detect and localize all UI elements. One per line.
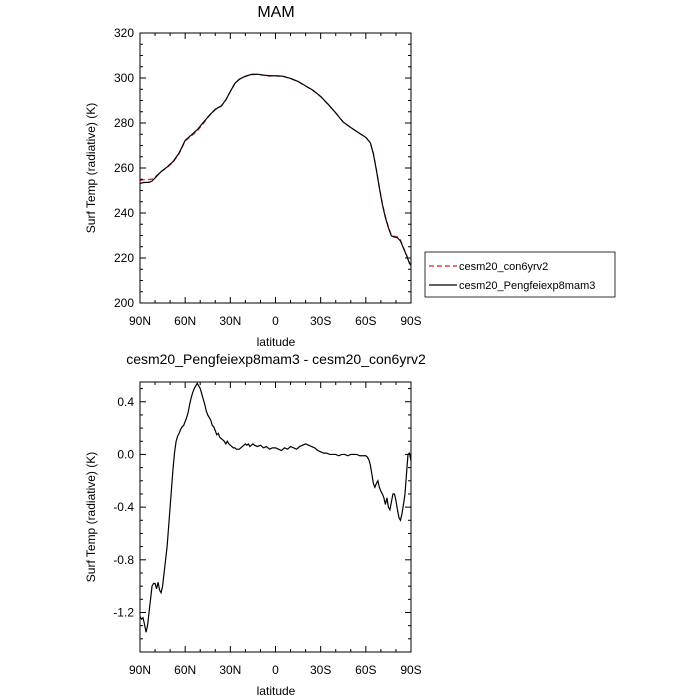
bottom-series-layer [139,382,412,633]
bottom-x-tick-label: 60S [355,663,376,677]
bottom-x-axis-label: latitude [257,684,296,698]
bottom-x-tick-label: 60N [174,663,196,677]
top-series-line-2 [139,73,412,266]
top-chart-title: MAM [257,4,294,21]
legend: cesm20_con6yrv2 cesm20_Pengfeiexp8mam3 [424,251,616,298]
bottom-plot-frame [139,381,412,653]
bottom-x-tick-label: 30S [310,663,331,677]
top-x-tick-label: 60S [355,314,376,328]
bottom-x-tick-label: 0 [272,663,279,677]
top-x-tick-label: 30S [310,314,331,328]
top-series-layer [139,73,412,266]
bottom-chart-title: cesm20_Pengfeiexp8mam3 - cesm20_con6yrv2 [126,351,426,367]
bottom-x-tick-label: 90N [129,663,151,677]
top-plot-frame [139,32,412,304]
top-y-tick-label: 200 [114,296,134,310]
top-x-tick-label: 60N [174,314,196,328]
bottom-series-line-1 [139,382,412,633]
legend-box [424,251,616,298]
top-x-tick-label: 90S [400,314,421,328]
legend-label-con6yrv2: cesm20_con6yrv2 [459,261,548,273]
top-y-tick-label: 240 [114,206,134,220]
top-y-tick-label: 220 [114,251,134,265]
bottom-y-tick-label: -0.8 [113,553,134,567]
legend-label-pengfeiexp8mam3: cesm20_Pengfeiexp8mam3 [459,280,595,292]
top-y-tick-label: 260 [114,161,134,175]
top-y-axis-label: Surf Temp (radiative) (K) [84,103,98,233]
bottom-y-tick-label: -1.2 [113,605,134,619]
bottom-y-tick-label: 0.0 [117,447,134,461]
bottom-y-tick-label: -0.4 [113,500,134,514]
top-x-tick-label: 90N [129,314,151,328]
bottom-y-tick-label: 0.4 [117,395,134,409]
bottom-x-tick-label: 30N [219,663,241,677]
top-x-axis-label: latitude [257,335,296,349]
bottom-y-axis-label: Surf Temp (radiative) (K) [84,452,98,582]
top-x-tick-label: 30N [219,314,241,328]
top-y-tick-label: 300 [114,71,134,85]
top-y-tick-label: 280 [114,116,134,130]
bottom-ticks-layer: 90N 60N 30N 0 30S 60S 90S -1.2 -0.8 -0.4 0.0 0.4 [113,382,422,677]
bottom-x-tick-label: 90S [400,663,421,677]
top-series-line-1 [139,73,412,266]
top-y-tick-label: 320 [114,26,134,40]
top-panel: MAM 90N 60N 30N 0 30S 60S 90S 200 220 240 260 280 30… [84,4,422,349]
top-x-tick-label: 0 [272,314,279,328]
top-ticks-layer: 90N 60N 30N 0 30S 60S 90S 200 220 240 260 280 300 320 [114,26,422,328]
bottom-panel: cesm20_Pengfeiexp8mam3 - cesm20_con6yrv2… [84,351,426,698]
